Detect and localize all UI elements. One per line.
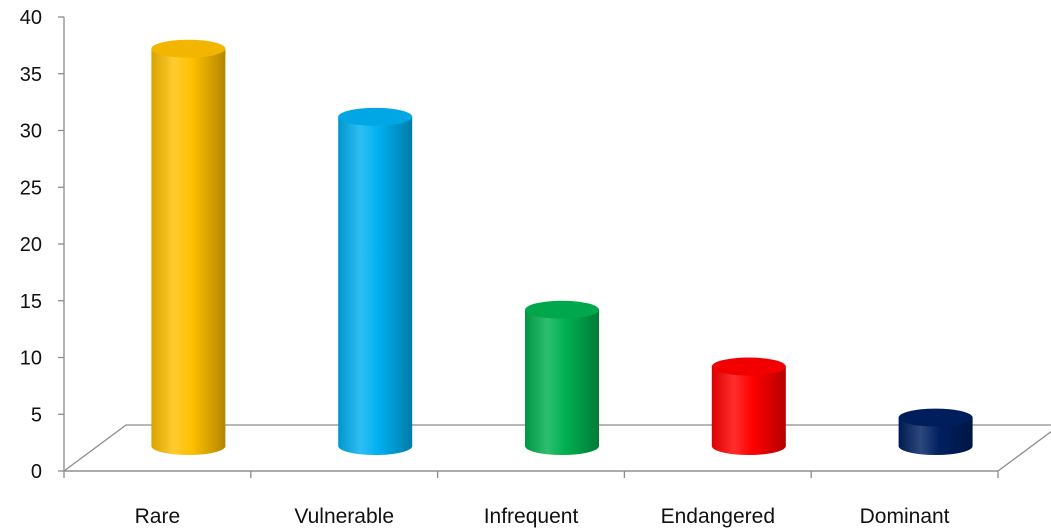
- axes: [58, 16, 999, 478]
- x-category-label: Vulnerable: [294, 505, 394, 528]
- bars: [151, 39, 973, 455]
- y-tick-label: 15: [20, 291, 42, 313]
- bar-top: [898, 408, 973, 427]
- bar-infrequent: [525, 300, 599, 455]
- y-tick-label: 0: [31, 461, 42, 483]
- bar-top: [338, 107, 413, 126]
- bar-body: [525, 309, 599, 455]
- x-category-label: Endangered: [661, 505, 775, 528]
- y-tick-label: 30: [20, 121, 42, 143]
- bar-top: [711, 357, 786, 376]
- bar-endangered: [711, 357, 786, 455]
- y-tick-label: 10: [20, 348, 42, 370]
- bar-top: [525, 300, 599, 319]
- x-category-label: Dominant: [860, 505, 950, 528]
- bar-top: [151, 39, 226, 58]
- y-tick-label: 40: [20, 7, 42, 29]
- bar-body: [898, 417, 973, 455]
- bar-body: [711, 366, 786, 455]
- bar-dominant: [898, 408, 973, 455]
- x-category-label: Rare: [135, 505, 181, 528]
- bar-body: [338, 116, 413, 455]
- bar-rare: [151, 39, 226, 455]
- bar-body: [151, 48, 226, 455]
- bar-vulnerable: [338, 107, 413, 455]
- x-category-label: Infrequent: [484, 505, 579, 528]
- y-tick-label: 20: [20, 234, 42, 256]
- y-tick-label: 5: [31, 404, 42, 426]
- y-tick-label: 35: [20, 64, 42, 86]
- labels: 0 5 10 15 20 25 30 35 40 Rare Vulnerable Infrequent…: [20, 7, 950, 528]
- y-tick-label: 25: [20, 177, 42, 199]
